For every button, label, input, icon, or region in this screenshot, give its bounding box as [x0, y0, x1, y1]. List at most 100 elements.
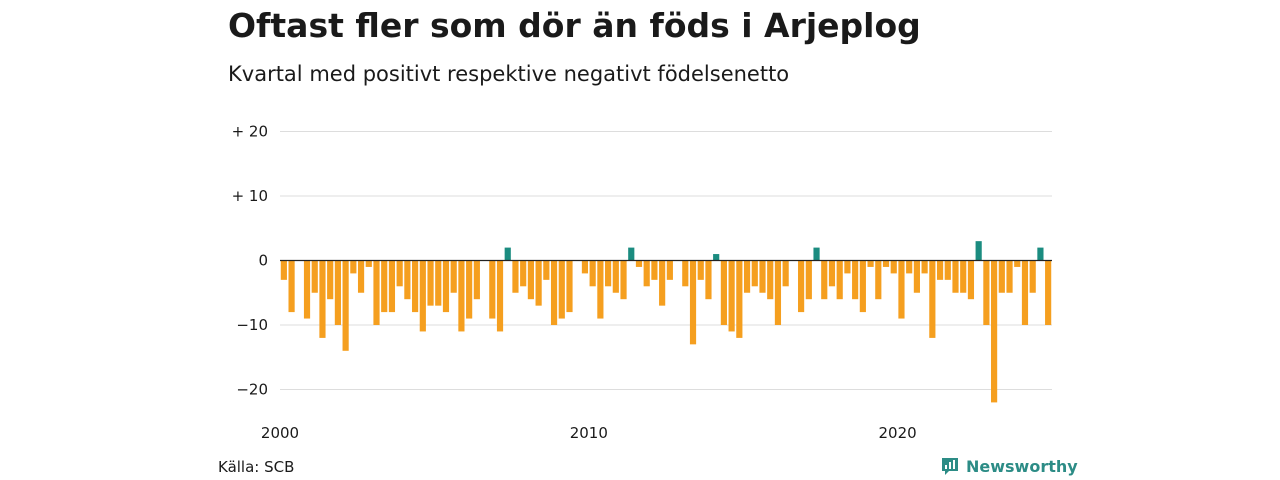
bar-negative [836, 260, 843, 300]
bar-positive [504, 247, 511, 261]
bar-positive [813, 247, 820, 261]
bar-negative [960, 260, 967, 293]
bar-negative [875, 260, 882, 300]
bar-positive [975, 241, 982, 261]
bar-negative [782, 260, 789, 287]
bar-negative [991, 260, 998, 403]
bar-negative [620, 260, 627, 300]
gridlines [280, 131, 1052, 390]
chart-subtitle: Kvartal med positivt respektive negativt… [228, 62, 790, 86]
bar-negative [798, 260, 805, 313]
x-tick-label: 2020 [879, 424, 917, 442]
bar-negative [404, 260, 411, 300]
bar-negative [952, 260, 959, 293]
bar-negative [805, 260, 812, 300]
bars [280, 241, 1052, 403]
bar-negative [442, 260, 450, 313]
bar-negative [852, 260, 859, 300]
bar-negative [535, 260, 542, 306]
bar-negative [419, 260, 426, 332]
bar-negative [612, 260, 619, 293]
bar-positive [1037, 247, 1044, 261]
bar-negative [311, 260, 318, 293]
y-tick-label: −20 [236, 381, 268, 399]
bar-negative [728, 260, 735, 332]
bar-negative [605, 260, 612, 287]
bar-negative [280, 260, 287, 280]
bar-negative [589, 260, 596, 287]
bar-negative [682, 260, 689, 287]
bar-negative [821, 260, 828, 300]
bar-negative [651, 260, 658, 280]
brand-logo[interactable]: Newsworthy [940, 456, 1078, 476]
bar-negative [581, 260, 589, 274]
bar-negative [466, 260, 473, 319]
y-tick-label: + 20 [232, 123, 268, 141]
bar-negative [388, 260, 396, 313]
y-tick-label: + 10 [232, 187, 268, 205]
bar-negative [906, 260, 913, 274]
bar-negative [520, 260, 527, 287]
bar-positive [628, 247, 635, 261]
bar-negative [751, 260, 758, 287]
bar-negative [998, 260, 1005, 293]
bar-negative [288, 260, 295, 313]
bar-negative [743, 260, 751, 293]
bar-negative [543, 260, 550, 280]
bar-negative [759, 260, 766, 293]
bar-negative [898, 260, 905, 319]
bar-negative [558, 260, 565, 319]
x-tick-label: 2000 [261, 424, 299, 442]
bar-negative [427, 260, 434, 306]
x-tick-label: 2010 [570, 424, 608, 442]
axis-labels: + 20 + 10 0 −10 −20 2000 2010 2020 [232, 123, 917, 443]
bar-negative [720, 260, 727, 325]
bar-negative [1021, 260, 1029, 325]
newsworthy-logo-icon [942, 458, 958, 475]
bar-negative [929, 260, 936, 338]
bar-negative [689, 260, 697, 345]
bar-negative [350, 260, 357, 274]
chart-title: Oftast fler som dör än föds i Arjeplog [228, 6, 921, 45]
bar-negative [844, 260, 851, 274]
bar-negative [643, 260, 650, 287]
bar-negative [867, 260, 874, 267]
bar-negative [705, 260, 712, 300]
bar-positive [713, 254, 720, 261]
bar-negative [512, 260, 519, 293]
bar-negative [859, 260, 866, 313]
bar-negative [566, 260, 573, 313]
bar-negative [365, 260, 372, 267]
bar-negative [342, 260, 349, 351]
bar-negative [412, 260, 419, 313]
bar-negative [882, 260, 890, 267]
bar-negative [319, 260, 326, 338]
bar-negative [944, 260, 951, 280]
bar-negative [774, 260, 782, 325]
bar-negative [396, 260, 403, 287]
bar-negative [1045, 260, 1052, 325]
bar-negative [550, 260, 558, 325]
source-note: Källa: SCB [218, 458, 295, 476]
bar-negative [659, 260, 666, 306]
bar-negative [1006, 260, 1013, 293]
bar-negative [303, 260, 311, 319]
bar-negative [527, 260, 534, 300]
bar-negative [327, 260, 334, 300]
bar-negative [334, 260, 341, 325]
bar-negative [381, 260, 388, 313]
bar-negative [1014, 260, 1021, 267]
bar-negative [597, 260, 604, 319]
brand-name: Newsworthy [966, 456, 1078, 476]
bar-negative [913, 260, 920, 293]
bar-negative [473, 260, 480, 300]
bar-negative [890, 260, 897, 274]
bar-negative [697, 260, 704, 280]
y-tick-label: 0 [258, 252, 268, 270]
bar-negative [921, 260, 928, 274]
bar-negative [936, 260, 944, 280]
bar-negative [435, 260, 442, 306]
bar-negative [489, 260, 496, 319]
y-tick-label: −10 [236, 316, 268, 334]
